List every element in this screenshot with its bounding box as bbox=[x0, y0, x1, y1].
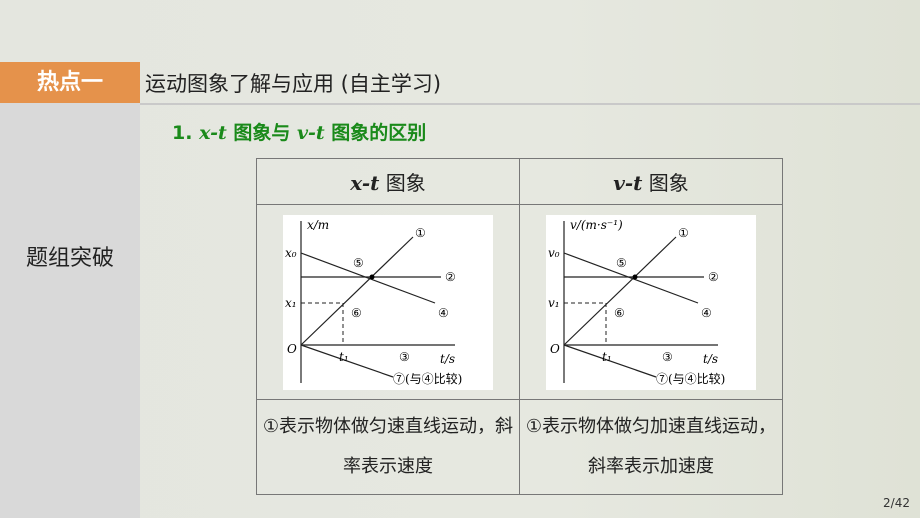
subtitle-var-a: x-t bbox=[199, 122, 227, 144]
label-7: ⑦(与④比较) bbox=[656, 371, 725, 386]
description-xt: ①表示物体做匀速直线运动，斜率表示速度 bbox=[256, 399, 520, 495]
section-tag: 热点一 bbox=[0, 62, 140, 103]
subtitle-var-b: v-t bbox=[296, 122, 325, 144]
header-var: x-t bbox=[350, 171, 380, 195]
header-word: 图象 bbox=[642, 171, 689, 195]
label-1: ① bbox=[678, 226, 689, 240]
xt-diagram: x/m x₀ x₁ Ot₁ t/s ① ② ③ ④ ⑤ ⑥ ⑦(与④比较) bbox=[283, 214, 493, 390]
y1-label: v₁ bbox=[548, 296, 560, 310]
subtitle-mid: 图象与 bbox=[226, 122, 297, 144]
origin-label: O bbox=[550, 342, 560, 356]
subtitle: 1. x-t 图象与 v-t 图象的区别 bbox=[172, 118, 426, 145]
label-2: ② bbox=[445, 270, 456, 284]
line-1 bbox=[300, 236, 414, 345]
divider bbox=[140, 103, 920, 105]
label-7: ⑦(与④比较) bbox=[393, 371, 462, 386]
t1-label: t₁ bbox=[602, 350, 612, 364]
y0-label: v₀ bbox=[548, 246, 560, 260]
line-1 bbox=[563, 236, 677, 345]
page-number: 2/42 bbox=[883, 496, 910, 510]
label-3: ③ bbox=[399, 350, 410, 364]
label-1: ① bbox=[415, 226, 426, 240]
line-4 bbox=[300, 251, 436, 304]
header-var: v-t bbox=[613, 171, 643, 195]
label-4: ④ bbox=[701, 306, 712, 320]
x-label: t/s bbox=[440, 352, 455, 366]
y0-label: x₀ bbox=[285, 246, 297, 260]
line-7 bbox=[563, 343, 657, 378]
vt-diagram: v/(m·s⁻¹) v₀ v₁ Ot₁ t/s ① ② ③ ④ ⑤ ⑥ ⑦(与④比较) bbox=[546, 214, 756, 390]
y1-label: x₁ bbox=[285, 296, 297, 310]
line-7 bbox=[300, 343, 394, 378]
section-title: 运动图象了解与应用 (自主学习) bbox=[145, 72, 442, 96]
t1-label: t₁ bbox=[339, 350, 349, 364]
subtitle-num: 1. bbox=[172, 122, 193, 144]
header-word: 图象 bbox=[379, 171, 426, 195]
subtitle-end: 图象的区别 bbox=[324, 122, 427, 144]
sidebar-label: 题组突破 bbox=[25, 246, 114, 271]
label-5: ⑤ bbox=[616, 256, 627, 270]
label-6: ⑥ bbox=[351, 306, 362, 320]
header-xt: x-t 图象 bbox=[256, 158, 520, 205]
sidebar bbox=[0, 103, 140, 518]
y-label: x/m bbox=[307, 218, 329, 232]
x-label: t/s bbox=[703, 352, 718, 366]
intersection-point bbox=[369, 274, 375, 279]
label-2: ② bbox=[708, 270, 719, 284]
header-vt: v-t 图象 bbox=[519, 158, 783, 205]
origin-label: O bbox=[287, 342, 297, 356]
label-5: ⑤ bbox=[353, 256, 364, 270]
label-3: ③ bbox=[662, 350, 673, 364]
y-label: v/(m·s⁻¹) bbox=[570, 218, 623, 232]
line-4 bbox=[563, 251, 699, 304]
description-vt: ①表示物体做匀加速直线运动，斜率表示加速度 bbox=[519, 399, 783, 495]
intersection-point bbox=[632, 274, 638, 279]
label-4: ④ bbox=[438, 306, 449, 320]
label-6: ⑥ bbox=[614, 306, 625, 320]
